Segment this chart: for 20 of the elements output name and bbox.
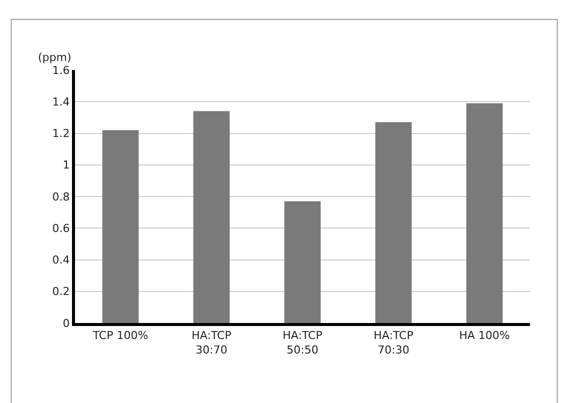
- bar: [466, 103, 503, 323]
- y-tick-label: 1.4: [52, 95, 70, 108]
- y-tick-label: 0: [62, 316, 70, 330]
- y-tick-label: 1: [62, 158, 70, 172]
- y-axis-title: (ppm): [38, 51, 72, 64]
- x-tick-label: HA:TCP 30:70: [192, 329, 232, 356]
- y-tick-label: 1.6: [52, 64, 70, 77]
- y-tick-label: 1.2: [52, 127, 70, 140]
- x-tick-label: HA 100%: [459, 329, 510, 342]
- y-tick-label: 0.6: [52, 222, 70, 235]
- y-tick-label: 0.8: [52, 190, 70, 204]
- x-tick-label: HA:TCP 70:30: [374, 329, 414, 356]
- x-tick-label: HA:TCP 50:50: [282, 329, 323, 356]
- y-tick-label: 0.2: [52, 285, 70, 298]
- y-tick-label: 0.4: [52, 254, 70, 267]
- bar: [102, 130, 139, 323]
- bar: [193, 111, 230, 323]
- x-tick-label: TCP 100%: [92, 329, 148, 342]
- bar: [375, 122, 412, 323]
- bar: [284, 201, 321, 323]
